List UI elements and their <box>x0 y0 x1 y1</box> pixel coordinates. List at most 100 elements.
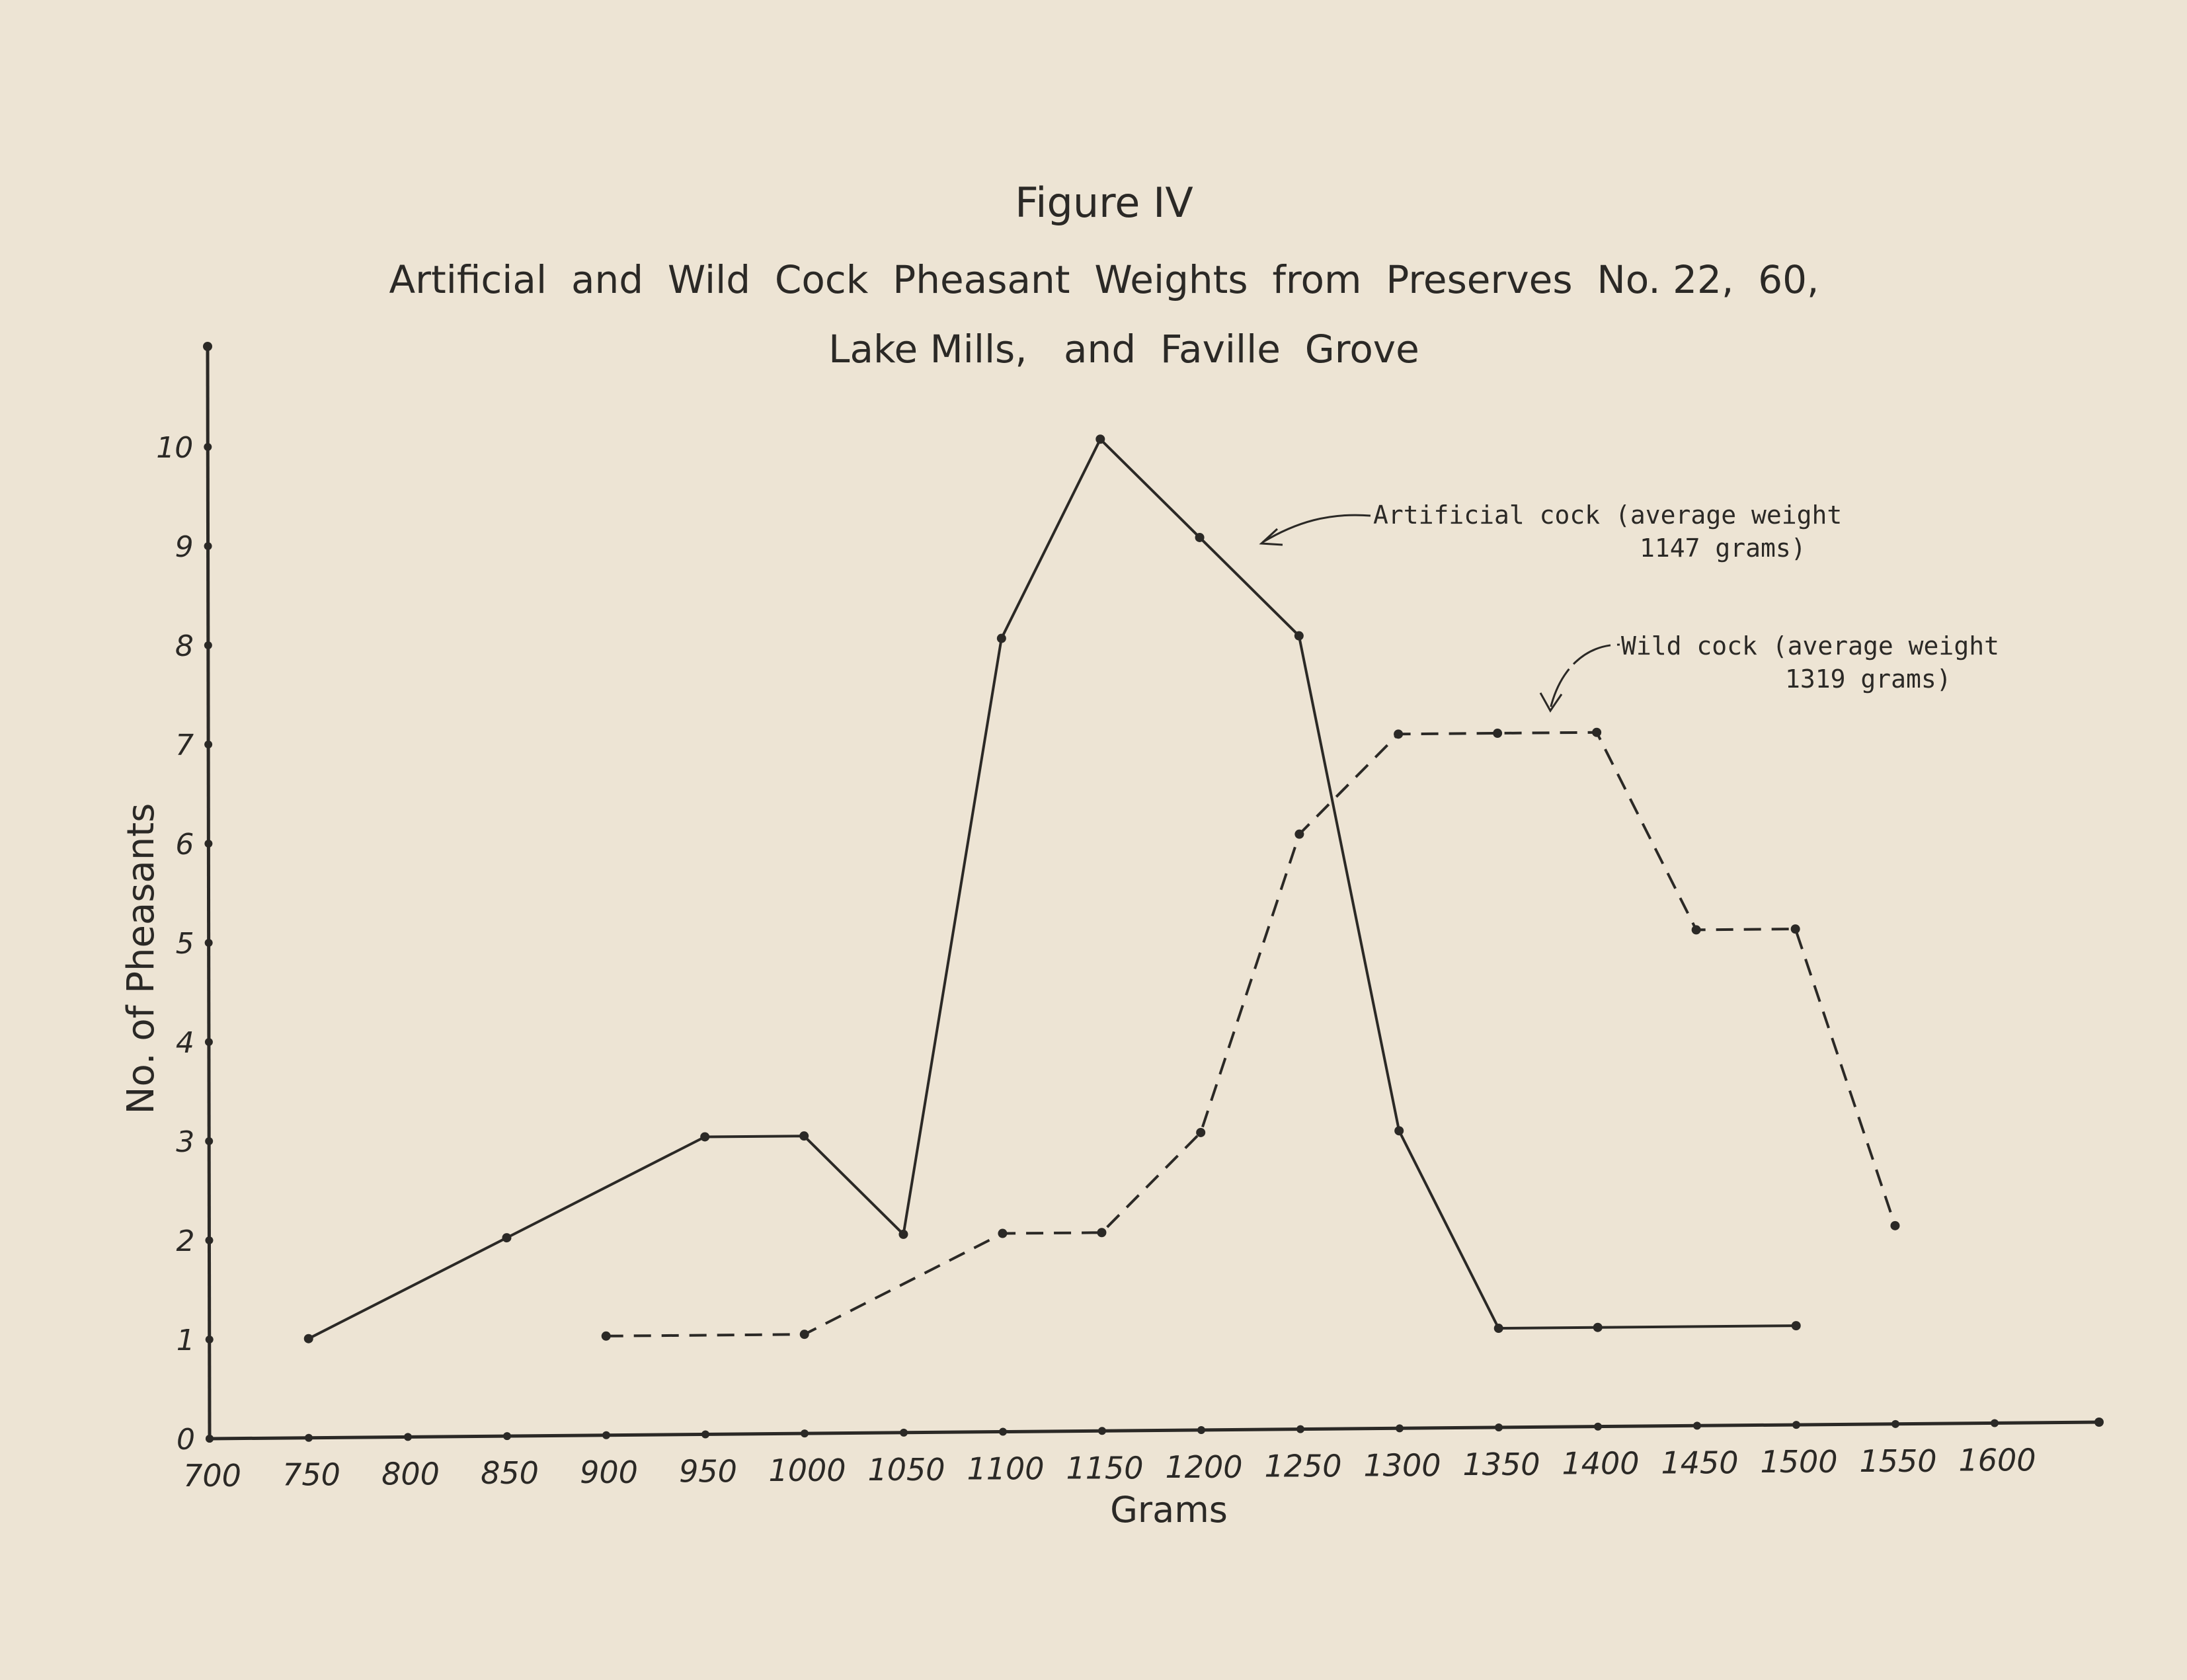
artificial-annotation-line2: 1147 grams) <box>1640 534 1806 563</box>
x-tick-label: 1550 <box>1859 1443 1936 1479</box>
axes <box>203 342 2104 1441</box>
artificial-annotation-line1: Artificial cock (average weight <box>1373 500 1842 530</box>
y-tick-label: 2 <box>176 1224 194 1258</box>
artificial-cock-data-point <box>996 633 1006 643</box>
x-tick-dot <box>602 1431 610 1439</box>
x-tick-label: 1000 <box>768 1453 846 1488</box>
x-tick-dot <box>404 1433 412 1441</box>
x-tick-dot <box>1495 1423 1503 1432</box>
y-tick-dot <box>205 1236 214 1244</box>
x-tick-dot <box>1098 1427 1106 1435</box>
x-axis-label: Grams <box>1110 1489 1228 1531</box>
wild-cock-data-point <box>1294 829 1304 839</box>
artificial-cock-data-point <box>303 1334 313 1343</box>
y-tick-label: 4 <box>176 1026 194 1060</box>
x-tick-label: 1250 <box>1264 1449 1341 1484</box>
x-tick-label: 950 <box>679 1453 737 1489</box>
y-tick-label: 0 <box>177 1423 195 1457</box>
x-tick-dot <box>1792 1421 1800 1429</box>
x-tick-label: 1350 <box>1462 1447 1540 1482</box>
x-tick-label: 1450 <box>1661 1445 1738 1480</box>
y-tick-dot <box>206 1435 214 1443</box>
x-tick-dot <box>801 1429 809 1438</box>
y-tick-dot <box>204 939 213 947</box>
y-tick-label: 3 <box>176 1125 194 1159</box>
wild-cock-data-point <box>1097 1228 1107 1238</box>
artificial-cock-data-point <box>1095 434 1105 444</box>
x-tick-dot <box>701 1430 709 1439</box>
wild-annotation-line2: 1319 grams) <box>1785 664 1952 694</box>
y-tick-label: 8 <box>175 629 194 663</box>
x-tick-label: 900 <box>580 1455 638 1490</box>
x-axis-line <box>209 1420 2100 1441</box>
y-tick-dot <box>204 443 212 451</box>
x-tick-dot <box>1396 1424 1404 1433</box>
y-tick-dot <box>204 740 213 748</box>
wild-cock-data-point <box>799 1330 809 1340</box>
wild-cock-data-point <box>998 1228 1008 1238</box>
x-tick-dot <box>1296 1425 1304 1433</box>
y-tick-dot <box>204 641 212 649</box>
x-tick-label: 1200 <box>1165 1449 1242 1485</box>
y-axis-end-dot <box>203 342 212 351</box>
y-tick-labels: 0 1 2 3 4 5 6 7 8 9 10 <box>156 431 214 1457</box>
x-tick-label: 1100 <box>967 1451 1044 1487</box>
x-tick-dot <box>1693 1421 1701 1430</box>
x-tick-label: 850 <box>481 1455 539 1491</box>
wild-cock-data-point <box>1493 729 1503 739</box>
x-tick-label: 1050 <box>867 1452 945 1488</box>
artificial-cock-data-point <box>1294 631 1304 641</box>
artificial-cock-data-point <box>1791 1321 1801 1331</box>
y-tick-dot <box>205 1336 214 1343</box>
wild-cock-data-point <box>1196 1127 1206 1137</box>
annotations: Artificial cock (average weight 1147 gra… <box>1259 500 1999 713</box>
wild-cock-data-point <box>1691 925 1701 935</box>
y-tick-dot <box>204 1038 213 1046</box>
wild-cock-data-point <box>1890 1220 1900 1230</box>
chart-title-line1: Artificial and Wild Cock Pheasant Weight… <box>389 257 1819 302</box>
y-tick-dot <box>204 840 213 848</box>
x-tick-label: 750 <box>282 1457 340 1493</box>
x-tick-label: 800 <box>381 1456 440 1492</box>
y-tick-label: 10 <box>156 431 193 465</box>
chart-title-line2: Lake Mills, and Faville Grove <box>828 327 1419 372</box>
artificial-cock-data-point <box>1195 532 1205 542</box>
x-tick-dot <box>503 1432 511 1441</box>
y-tick-dot <box>205 1137 214 1145</box>
x-tick-label: 1500 <box>1760 1444 1837 1480</box>
wild-cock-data-point <box>1790 924 1800 934</box>
x-tick-dot <box>305 1433 313 1442</box>
artificial-cock-data-point <box>1593 1322 1603 1332</box>
series-layer <box>303 434 1900 1343</box>
wild-cock-data-point <box>601 1331 611 1341</box>
y-tick-label: 6 <box>175 828 194 861</box>
x-tick-dot <box>1197 1425 1205 1434</box>
artificial-cock-data-point <box>799 1131 809 1141</box>
y-tick-label: 9 <box>175 530 194 564</box>
x-tick-label: 1300 <box>1363 1447 1441 1483</box>
x-tick-dot <box>1991 1419 1999 1427</box>
figure-label: Figure IV <box>1015 179 1193 227</box>
wild-cock-data-point <box>1394 729 1404 739</box>
x-tick-dot <box>1891 1420 1899 1428</box>
x-tick-dot <box>900 1428 908 1437</box>
artificial-annotation-arrowhead <box>1259 528 1283 546</box>
y-axis-label: No. of Pheasants <box>120 803 163 1115</box>
artificial-annotation-arrow <box>1262 514 1371 543</box>
y-tick-label: 1 <box>177 1324 195 1357</box>
artificial-cock-data-point <box>700 1132 710 1142</box>
wild-annotation-arrowhead <box>1539 692 1563 713</box>
x-tick-dot <box>1594 1422 1602 1431</box>
y-tick-label: 5 <box>176 927 194 961</box>
x-axis-end-dot <box>2094 1418 2104 1427</box>
x-tick-label: 1600 <box>1958 1443 2036 1478</box>
wild-annotation-arrow <box>1549 643 1620 709</box>
x-tick-label: 700 <box>183 1458 241 1494</box>
wild-cock-data-point <box>1592 727 1602 737</box>
x-tick-labels: 700 750 800 850 900 950 1000 1050 1100 1150 1200 12… <box>183 1419 2036 1494</box>
x-tick-label: 1400 <box>1562 1446 1639 1482</box>
artificial-cock-data-point <box>898 1229 908 1239</box>
wild-annotation-line1: Wild cock (average weight <box>1621 631 1999 660</box>
